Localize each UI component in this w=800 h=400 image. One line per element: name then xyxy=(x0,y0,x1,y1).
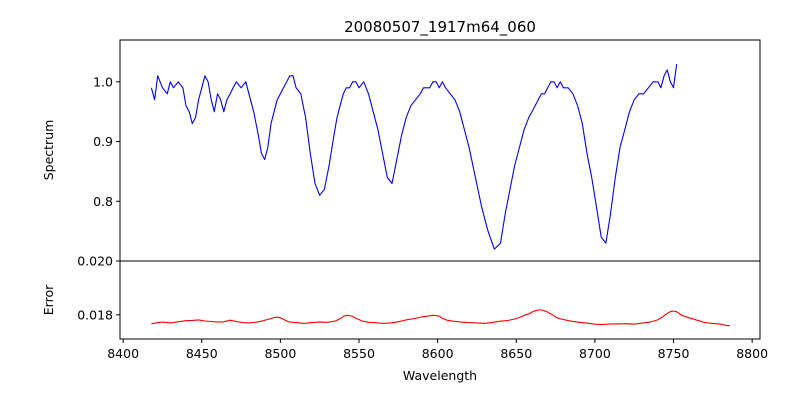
xtick-label: 8400 xyxy=(107,346,139,361)
error-y-axis-label: Error xyxy=(41,284,56,315)
xtick-label: 8500 xyxy=(264,346,296,361)
chart-title: 20080507_1917m64_060 xyxy=(344,18,536,37)
spectrum-ytick-label: 0.8 xyxy=(93,194,113,209)
error-y-ticks: 0.018 0.020 xyxy=(77,254,120,322)
spectrum-ytick-label: 0.9 xyxy=(93,134,113,149)
x-axis-label: Wavelength xyxy=(403,368,477,383)
xtick-label: 8650 xyxy=(500,346,532,361)
spectrum-y-ticks: 0.8 0.9 1.0 xyxy=(93,74,120,209)
spectrum-y-axis-label: Spectrum xyxy=(41,120,56,181)
xtick-label: 8450 xyxy=(186,346,218,361)
spectrum-panel-frame xyxy=(119,39,761,262)
xtick-label: 8750 xyxy=(658,346,690,361)
xtick-label: 8600 xyxy=(422,346,454,361)
xtick-label: 8550 xyxy=(343,346,375,361)
error-ytick-label: 0.020 xyxy=(77,254,113,269)
spectrum-series-line xyxy=(150,63,678,250)
error-series-line xyxy=(151,309,731,327)
error-ytick-label: 0.018 xyxy=(77,307,113,322)
xtick-label: 8700 xyxy=(579,346,611,361)
x-axis-ticks: 8400 8450 8500 8550 8600 8650 8700 8750 8800 xyxy=(107,339,768,361)
xtick-label: 8800 xyxy=(736,346,768,361)
spectrum-ytick-label: 1.0 xyxy=(93,74,113,89)
error-panel-frame xyxy=(119,260,761,340)
